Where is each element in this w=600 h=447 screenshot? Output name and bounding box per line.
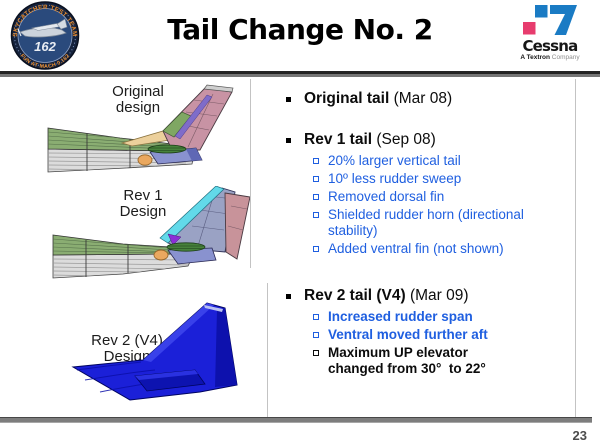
bullet-block-2: Rev 2 tail (V4) (Mar 09) Increased rudde… xyxy=(286,286,572,379)
square-bullet-icon xyxy=(286,138,291,143)
bullet-rev2-tail: Rev 2 tail (V4) (Mar 09) xyxy=(286,286,572,306)
original-tail-figure xyxy=(47,84,234,173)
sub-bullet: Removed dorsal fin xyxy=(313,189,572,205)
rev2-sub-list: Increased rudder span Ventral moved furt… xyxy=(286,309,572,376)
outline-square-bullet-icon xyxy=(313,314,319,320)
bullet-rev1-tail: Rev 1 tail (Sep 08) xyxy=(286,130,572,150)
outline-square-bullet-icon xyxy=(313,194,319,200)
outline-square-bullet-icon xyxy=(313,350,319,356)
skycatcher-team-badge-icon: SKYCATCHER TEST TEAM FUN AT MACH 0.162 1… xyxy=(10,1,80,70)
sub-bullet: 10º less rudder sweep xyxy=(313,171,572,187)
rev1-tail-figure xyxy=(52,186,250,279)
cessna-logo: Cessna A Textron Company xyxy=(508,5,592,62)
cessna-emblem-icon xyxy=(523,5,577,35)
sub-bullet: Ventral moved further aft xyxy=(313,327,572,343)
divider-right xyxy=(575,79,576,417)
outline-square-bullet-icon xyxy=(313,176,319,182)
outline-square-bullet-icon xyxy=(313,245,319,252)
page-title: Tail Change No. 2 xyxy=(167,13,433,46)
bullet-original-tail: Original tail (Mar 08) xyxy=(286,89,572,109)
bullet-block-1: Original tail (Mar 08) Rev 1 tail (Sep 0… xyxy=(286,89,572,259)
outline-square-bullet-icon xyxy=(313,158,319,164)
rev1-sub-list: 20% larger vertical tail 10º less rudder… xyxy=(286,153,572,256)
header-divider xyxy=(0,70,600,78)
cessna-wordmark: Cessna xyxy=(522,37,578,55)
label-original-design: Original design xyxy=(112,83,164,116)
textron-tagline: A Textron Company xyxy=(520,54,580,61)
outline-square-bullet-icon xyxy=(313,212,319,218)
square-bullet-icon xyxy=(286,97,291,102)
airplane-icon xyxy=(17,18,68,38)
page-number: 23 xyxy=(572,428,587,443)
sub-bullet: Maximum UP elevator changed from 30° to … xyxy=(313,345,572,376)
sub-bullet: Shielded rudder horn (directional stabil… xyxy=(313,207,572,238)
label-rev1-design: Rev 1 Design xyxy=(119,187,167,220)
rev2-tail-figure xyxy=(71,302,238,401)
divider-section1 xyxy=(250,79,251,268)
sub-bullet: Increased rudder span xyxy=(313,309,572,325)
badge-number: 162 xyxy=(34,39,56,54)
square-bullet-icon xyxy=(286,294,291,299)
sub-bullet: Added ventral fin (not shown) xyxy=(313,241,572,257)
sub-bullet: 20% larger vertical tail xyxy=(313,153,572,169)
outline-square-bullet-icon xyxy=(313,332,319,338)
divider-section2 xyxy=(267,283,268,417)
footer-bar xyxy=(0,417,592,423)
